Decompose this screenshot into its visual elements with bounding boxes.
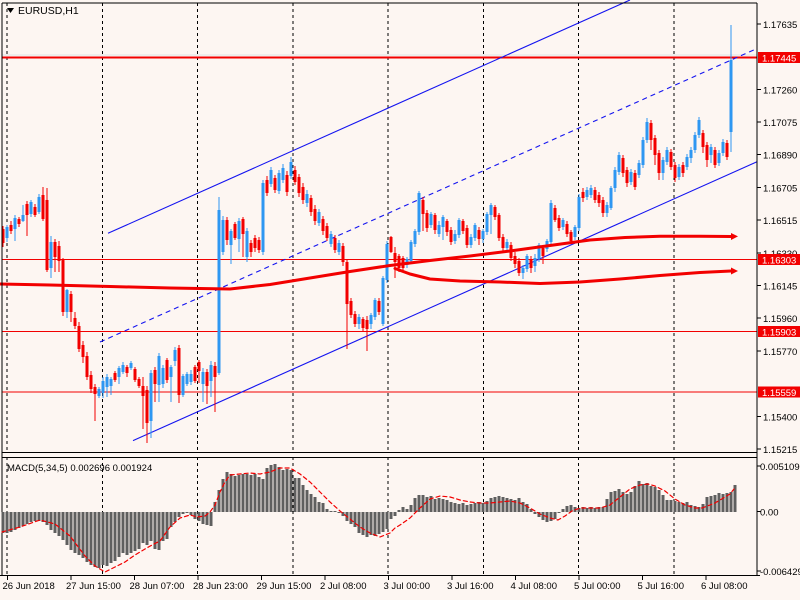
svg-text:1.16515: 1.16515 [763, 216, 797, 227]
svg-text:3 Jul 16:00: 3 Jul 16:00 [447, 581, 493, 592]
svg-text:1.15400: 1.15400 [763, 412, 797, 423]
svg-text:2 Jul 08:00: 2 Jul 08:00 [320, 581, 366, 592]
svg-text:1.17635: 1.17635 [763, 20, 797, 31]
svg-text:27 Jun 15:00: 27 Jun 15:00 [66, 581, 121, 592]
svg-text:1.15903: 1.15903 [762, 328, 796, 339]
svg-text:1.16303: 1.16303 [762, 256, 796, 267]
svg-text:EURUSD,H1: EURUSD,H1 [18, 5, 79, 17]
svg-text:1.17075: 1.17075 [763, 118, 797, 129]
svg-text:1.17260: 1.17260 [763, 85, 797, 96]
svg-text:29 Jun 15:00: 29 Jun 15:00 [257, 581, 312, 592]
svg-text:-0.006429: -0.006429 [760, 567, 800, 578]
svg-text:4 Jul 08:00: 4 Jul 08:00 [511, 581, 557, 592]
svg-text:5 Jul 00:00: 5 Jul 00:00 [574, 581, 620, 592]
svg-text:0.00: 0.00 [760, 508, 779, 519]
svg-text:1.16890: 1.16890 [763, 151, 797, 162]
svg-text:1.17445: 1.17445 [762, 54, 796, 65]
svg-text:MACD(5,34,5) 0.002696 0.001924: MACD(5,34,5) 0.002696 0.001924 [7, 463, 152, 474]
svg-text:6 Jul 08:00: 6 Jul 08:00 [701, 581, 747, 592]
svg-text:1.16145: 1.16145 [763, 282, 797, 293]
svg-text:1.15960: 1.15960 [763, 314, 797, 325]
svg-text:0.005109: 0.005109 [760, 462, 800, 473]
svg-text:26 Jun 2018: 26 Jun 2018 [3, 581, 55, 592]
svg-text:1.16705: 1.16705 [763, 183, 797, 194]
svg-text:1.15770: 1.15770 [763, 347, 797, 358]
svg-text:1.15215: 1.15215 [763, 445, 797, 456]
svg-text:28 Jun 23:00: 28 Jun 23:00 [193, 581, 248, 592]
svg-text:1.15559: 1.15559 [762, 388, 796, 399]
svg-text:3 Jul 00:00: 3 Jul 00:00 [384, 581, 430, 592]
svg-text:5 Jul 16:00: 5 Jul 16:00 [638, 581, 684, 592]
svg-text:28 Jun 07:00: 28 Jun 07:00 [130, 581, 185, 592]
